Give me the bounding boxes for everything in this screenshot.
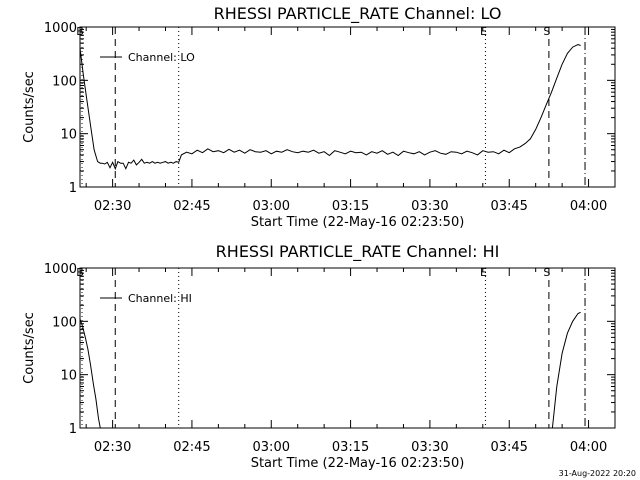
series-line bbox=[80, 43, 581, 171]
x-tick-label: 03:45 bbox=[490, 440, 527, 455]
y-axis-label: Counts/sec bbox=[22, 71, 37, 143]
y-tick-label: 10 bbox=[60, 369, 77, 384]
chart-panel-2: RHESSI PARTICLE_RATE Channel: HI 1 10 100 10… bbox=[22, 242, 616, 471]
y-tick-label: 1 bbox=[69, 422, 77, 437]
x-tick-label: 03:45 bbox=[490, 199, 527, 214]
x-tick-label: 04:00 bbox=[570, 199, 607, 214]
generated-timestamp: 31-Aug-2022 20:20 bbox=[559, 469, 636, 478]
x-axis-label: Start Time (22-May-16 02:23:50) bbox=[251, 215, 465, 230]
y-tick-label: 1000 bbox=[44, 21, 77, 36]
y-tick-label: 100 bbox=[52, 74, 77, 89]
series-line bbox=[551, 311, 581, 428]
x-axis-label: Start Time (22-May-16 02:23:50) bbox=[251, 456, 465, 471]
legend-label: Channel: HI bbox=[128, 292, 192, 305]
x-tick-label: 03:30 bbox=[411, 199, 448, 214]
time-marker-label: B bbox=[76, 266, 84, 279]
time-marker-label: E bbox=[480, 266, 487, 279]
legend-label: Channel: LO bbox=[128, 51, 195, 64]
x-tick-label: 02:30 bbox=[94, 440, 131, 455]
x-tick-label: 02:30 bbox=[94, 199, 131, 214]
chart-panel-1: RHESSI PARTICLE_RATE Channel: LO 1 10 100 10… bbox=[22, 4, 616, 230]
series-line bbox=[80, 318, 101, 428]
y-tick-label: 1 bbox=[69, 181, 77, 196]
y-tick-label: 100 bbox=[52, 315, 77, 330]
x-tick-label: 04:00 bbox=[570, 440, 607, 455]
time-marker-label: B bbox=[76, 25, 84, 38]
x-tick-label: 03:00 bbox=[253, 199, 290, 214]
x-tick-label: 02:45 bbox=[173, 440, 210, 455]
x-tick-label: 03:15 bbox=[332, 440, 369, 455]
time-marker-label: E bbox=[480, 25, 487, 38]
time-marker-label: S bbox=[543, 25, 550, 38]
y-tick-label: 10 bbox=[60, 128, 77, 143]
y-tick-label: 1000 bbox=[44, 262, 77, 277]
time-marker-label: S bbox=[543, 266, 550, 279]
x-tick-label: 03:30 bbox=[411, 440, 448, 455]
x-tick-label: 03:00 bbox=[253, 440, 290, 455]
y-axis-label: Counts/sec bbox=[22, 312, 37, 384]
x-tick-label: 02:45 bbox=[173, 199, 210, 214]
chart-title: RHESSI PARTICLE_RATE Channel: HI bbox=[216, 242, 500, 262]
plot-frame bbox=[79, 26, 616, 188]
x-tick-label: 03:15 bbox=[332, 199, 369, 214]
chart-title: RHESSI PARTICLE_RATE Channel: LO bbox=[214, 4, 502, 24]
plot-frame bbox=[79, 267, 616, 429]
